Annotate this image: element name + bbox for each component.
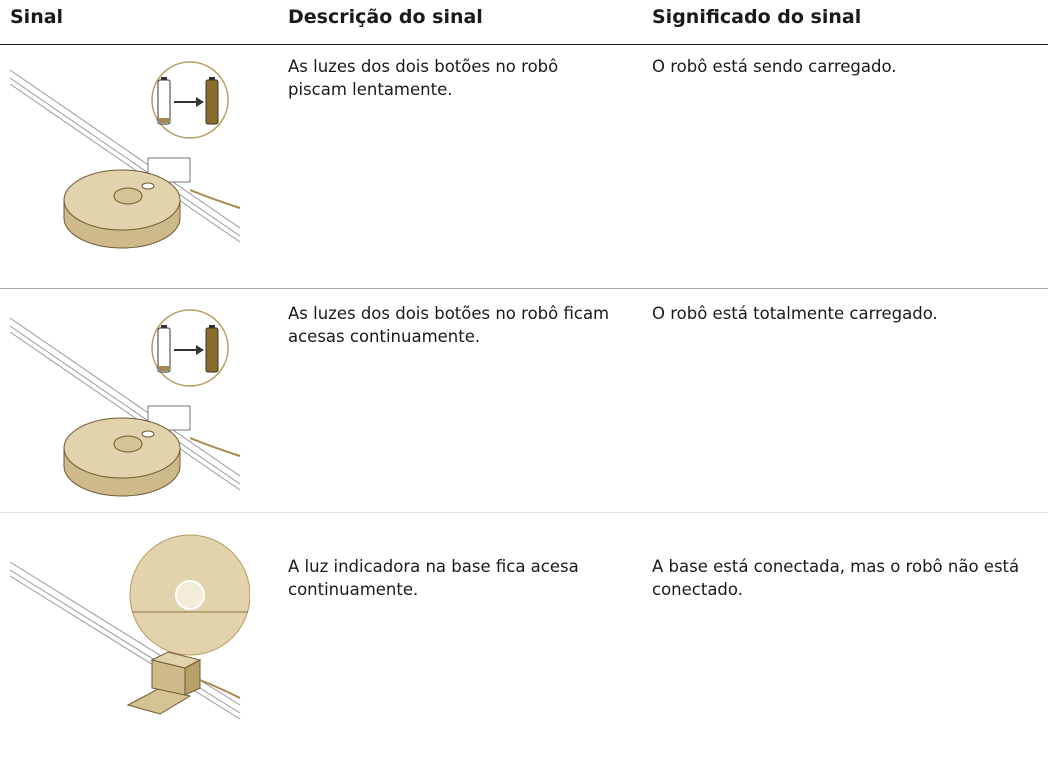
robot-illustration: [9, 309, 241, 497]
description-cell: As luzes dos dois botões no robô piscam …: [288, 57, 559, 99]
header-cell: Sinal: [10, 6, 64, 28]
meaning-cell: A base está conectada, mas o robô não es…: [652, 557, 1020, 599]
base-illustration: [9, 534, 250, 720]
header-cell: Significado do sinal: [652, 6, 862, 28]
meaning-cell: O robô está sendo carregado.: [652, 57, 897, 76]
row-rule: [0, 288, 1048, 289]
description-cell: As luzes dos dois botões no robô ficam a…: [288, 304, 610, 346]
description-cell: A luz indicadora na base fica acesa cont…: [288, 557, 579, 599]
row-rule: [0, 512, 1048, 513]
header-cell: Descrição do sinal: [288, 6, 483, 28]
header-rule: [0, 44, 1048, 45]
robot-illustration: [9, 61, 241, 249]
meaning-cell: O robô está totalmente carregado.: [652, 304, 938, 323]
